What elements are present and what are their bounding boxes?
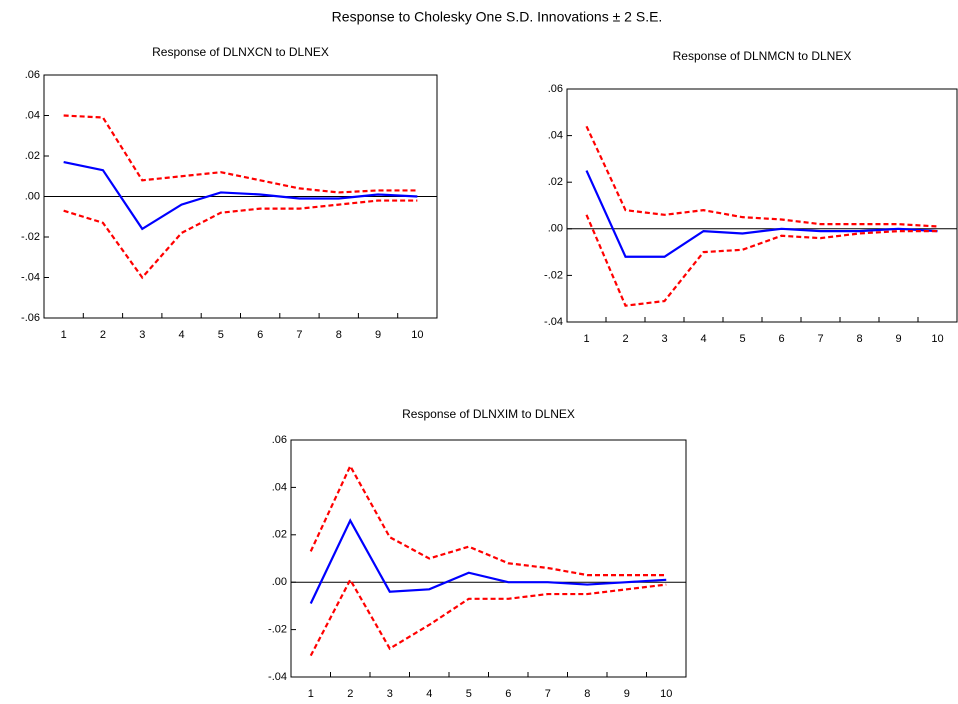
x-tick-label: 1	[583, 333, 589, 345]
series-line	[309, 463, 667, 577]
chart-title: Response of DLNXCN to DLNEX	[152, 45, 329, 59]
x-tick-label: 5	[739, 333, 745, 345]
y-tick-label: .06	[548, 83, 563, 95]
x-tick-label: 3	[387, 688, 393, 700]
y-tick-label: .04	[272, 481, 287, 493]
y-tick-label: .00	[548, 223, 563, 235]
y-tick-label: .00	[25, 190, 40, 202]
y-tick-label: .02	[548, 176, 563, 188]
x-tick-label: 2	[347, 688, 353, 700]
chart-title: Response of DLNXIM to DLNEX	[402, 407, 575, 421]
y-tick-label: -.06	[21, 312, 40, 324]
series-line	[63, 160, 418, 231]
series-line	[309, 518, 667, 605]
x-tick-label: 3	[139, 329, 145, 341]
series-line	[585, 125, 938, 228]
y-tick-label: .04	[548, 130, 563, 142]
x-tick-label: 8	[336, 329, 342, 341]
y-tick-label: .04	[25, 109, 40, 121]
y-tick-label: -.02	[268, 624, 287, 636]
y-tick-label: -.04	[544, 316, 563, 328]
series-line	[63, 199, 418, 280]
x-tick-label: 7	[545, 688, 551, 700]
x-tick-label: 1	[308, 688, 314, 700]
x-tick-label: 5	[218, 329, 224, 341]
x-tick-label: 4	[426, 688, 432, 700]
x-tick-label: 10	[411, 329, 423, 341]
y-tick-label: .06	[25, 69, 40, 81]
y-tick-label: -.04	[21, 271, 40, 283]
y-tick-label: -.04	[268, 671, 287, 683]
series-line	[309, 577, 667, 657]
series-line	[585, 170, 938, 258]
x-tick-label: 4	[700, 333, 706, 345]
y-tick-label: .02	[25, 150, 40, 162]
y-tick-label: .00	[272, 576, 287, 588]
x-tick-label: 9	[895, 333, 901, 345]
x-tick-label: 9	[624, 688, 630, 700]
x-tick-label: 2	[100, 329, 106, 341]
x-tick-label: 2	[622, 333, 628, 345]
x-tick-label: 9	[375, 329, 381, 341]
x-tick-label: 6	[505, 688, 511, 700]
x-tick-label: 8	[584, 688, 590, 700]
y-tick-label: -.02	[544, 269, 563, 281]
y-tick-label: -.02	[21, 231, 40, 243]
plot-frame	[290, 439, 687, 678]
series-line	[63, 114, 418, 194]
x-tick-label: 7	[296, 329, 302, 341]
x-tick-label: 1	[61, 329, 67, 341]
x-tick-label: 5	[466, 688, 472, 700]
main-title: Response to Cholesky One S.D. Innovation…	[332, 9, 663, 25]
x-tick-label: 8	[856, 333, 862, 345]
x-tick-label: 4	[178, 329, 184, 341]
x-tick-label: 3	[661, 333, 667, 345]
chart-title: Response of DLNMCN to DLNEX	[673, 49, 852, 63]
x-tick-label: 7	[817, 333, 823, 345]
plot-frame	[566, 88, 958, 323]
x-tick-label: 6	[257, 329, 263, 341]
x-tick-label: 10	[660, 688, 672, 700]
x-tick-label: 6	[778, 333, 784, 345]
x-tick-label: 10	[931, 333, 943, 345]
series-line	[585, 214, 938, 307]
y-tick-label: .02	[272, 529, 287, 541]
y-tick-label: .06	[272, 434, 287, 446]
